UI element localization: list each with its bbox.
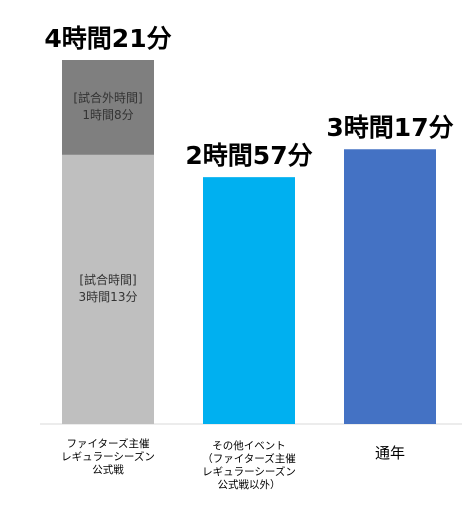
segment-label-line: [試合外時間] (73, 91, 143, 106)
segment-label-line: [試合時間] (79, 273, 137, 288)
category-label-line: （ファイターズ主催 (202, 453, 296, 465)
segment-label-line: 3時間13分 (78, 290, 138, 305)
bar-total-label: 3時間17分 (326, 113, 454, 143)
bar-3-segment-1 (344, 149, 436, 424)
category-label-line: 通年 (374, 444, 406, 462)
bar-2-segment-1 (203, 177, 295, 424)
category-label-line: その他イベント (212, 440, 286, 452)
category-label: 通年 (375, 444, 405, 462)
category-label-line: 公式戦 (92, 464, 124, 476)
bar-1-segment-1 (62, 154, 154, 424)
bar-total-label: 2時間57分 (185, 141, 313, 171)
bar-1-segment-2 (62, 60, 154, 155)
category-label: その他イベント （ファイターズ主催 レギュラーシーズン 公式戦以外） (202, 440, 296, 492)
category-label: ファイターズ主催 レギュラーシーズン 公式戦 (61, 438, 155, 477)
segment-label-line: 1時間8分 (82, 108, 134, 123)
bar-total-label: 4時間21分 (44, 24, 172, 53)
category-label-line: 公式戦以外） (217, 479, 281, 491)
segment-label: [試合時間] 3時間13分 (79, 272, 138, 306)
category-label-line: レギュラーシーズン (61, 451, 155, 463)
segment-label: [試合外時間] 1時間8分 (73, 90, 142, 124)
category-label-line: ファイターズ主催 (66, 438, 150, 450)
category-label-line: レギュラーシーズン (202, 466, 296, 478)
